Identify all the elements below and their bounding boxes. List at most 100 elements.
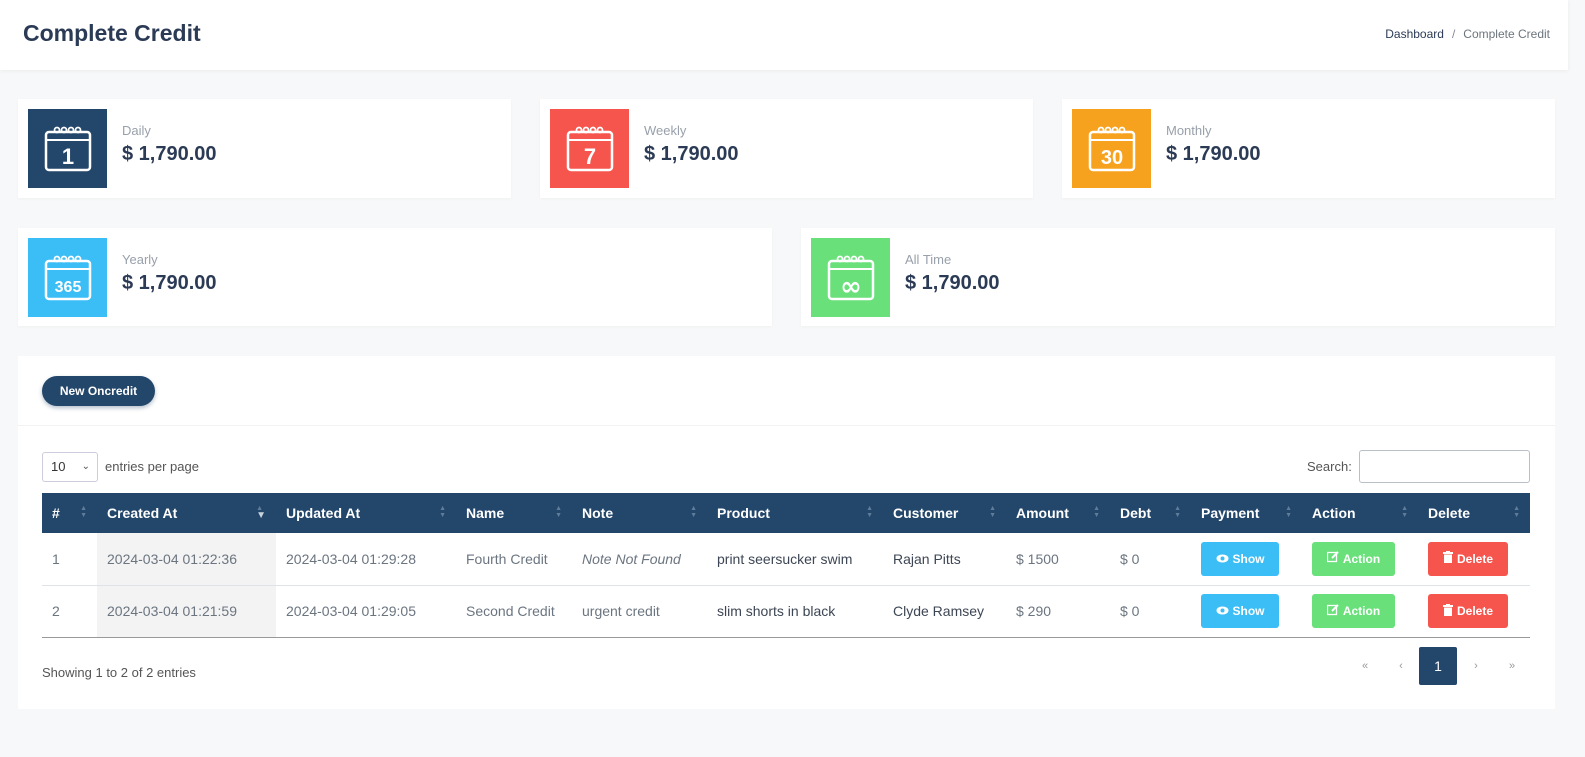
column-header-created-at[interactable]: Created At ▲ ▼ (107, 505, 266, 521)
cell-debt: $ 0 (1120, 550, 1140, 567)
breadcrumb-current: Complete Credit (1463, 27, 1550, 41)
credit-table-card: New Oncredit 10 ⌄ entries per page Searc… (18, 356, 1555, 709)
calendar-365-icon: 365 (28, 238, 107, 317)
cell-note: urgent credit (582, 603, 660, 619)
stat-value-yearly: $ 1,790.00 (122, 272, 217, 294)
column-header-customer[interactable]: Customer ▲ ▼ (893, 505, 996, 521)
column-header-payment[interactable]: Payment ▲ ▼ (1201, 505, 1292, 521)
cell-delete: Delete (1418, 533, 1530, 585)
cell-name: Fourth Credit (466, 550, 548, 567)
svg-text:365: 365 (54, 279, 81, 296)
sort-icon: ▲ ▼ (439, 505, 446, 519)
sort-icon: ▲ ▼ (1093, 505, 1100, 519)
cell-updated-at: 2024-03-04 01:29:28 (286, 550, 416, 567)
cell-amount: $ 290 (1016, 603, 1052, 619)
chevron-down-icon: ⌄ (81, 461, 90, 472)
stat-label-all-time: All Time (905, 252, 952, 267)
pagination-next[interactable]: › (1474, 660, 1478, 672)
stat-card-all-time: ∞ All Time $ 1,790.00 (801, 228, 1555, 326)
pagination-page-1[interactable]: 1 (1419, 647, 1457, 685)
cell-name: Second Credit (466, 603, 555, 619)
sort-icon: ▲ ▼ (1513, 505, 1520, 519)
sort-icon: ▲ ▼ (555, 505, 562, 519)
eye-icon (1216, 552, 1229, 566)
cell-customer: Clyde Ramsey (893, 603, 985, 619)
stat-card-daily: 1 Daily $ 1,790.00 (18, 99, 511, 198)
pagination-first[interactable]: « (1361, 660, 1369, 672)
show-payment-button[interactable]: Show (1201, 594, 1279, 628)
cell-action: Action (1302, 533, 1418, 585)
column-header-note[interactable]: Note ▲ ▼ (582, 505, 697, 521)
top-bar: Complete Credit Dashboard / Complete Credi… (0, 0, 1568, 70)
credit-table: # ▲ ▼ Created At ▲ ▼ Updated At ▲ ▼ Name ▲ ▼ Not… (42, 493, 1530, 638)
cell-product: slim shorts in black (717, 603, 836, 619)
show-payment-button[interactable]: Show (1201, 541, 1279, 576)
cell-number: 1 (52, 550, 60, 567)
sort-icon: ▲ ▼ (1285, 505, 1292, 519)
svg-text:1: 1 (61, 144, 73, 169)
stat-value-monthly: $ 1,790.00 (1166, 143, 1261, 165)
cell-updated-at: 2024-03-04 01:29:05 (286, 603, 416, 619)
svg-text:30: 30 (1100, 147, 1122, 169)
trash-icon (1442, 603, 1453, 619)
pagination-last[interactable]: » (1508, 660, 1516, 672)
action-button[interactable]: Action (1312, 594, 1395, 628)
sort-icon: ▲ ▼ (1401, 505, 1408, 519)
cell-action: Action (1302, 585, 1418, 637)
entries-per-page-select[interactable]: 10 ⌄ (42, 452, 98, 482)
sort-icon: ▲ ▼ (989, 505, 996, 519)
column-header-delete[interactable]: Delete ▲ ▼ (1428, 505, 1520, 521)
table-row: 1 2024-03-04 01:22:36 2024-03-04 01:29:2… (42, 533, 1530, 585)
svg-text:∞: ∞ (840, 272, 862, 302)
delete-button[interactable]: Delete (1428, 541, 1508, 576)
new-oncredit-button[interactable]: New Oncredit (42, 376, 155, 406)
column-header-updated-at[interactable]: Updated At ▲ ▼ (286, 505, 446, 521)
breadcrumb-separator: / (1451, 27, 1456, 41)
sort-icon: ▲ ▼ (80, 505, 87, 519)
cell-customer: Rajan Pitts (893, 550, 961, 567)
column-header-name[interactable]: Name ▲ ▼ (466, 505, 562, 521)
cell-amount: $ 1500 (1016, 550, 1059, 567)
calendar-infinity-icon: ∞ (811, 238, 890, 317)
sort-icon: ▲ ▼ (690, 505, 697, 519)
cell-number: 2 (52, 603, 60, 619)
breadcrumb-dashboard[interactable]: Dashboard (1385, 27, 1444, 41)
page-title: Complete Credit (23, 20, 201, 46)
cell-debt: $ 0 (1120, 603, 1140, 619)
cell-created-at: 2024-03-04 01:21:59 (97, 585, 276, 637)
cell-delete: Delete (1418, 585, 1530, 637)
stat-label-monthly: Monthly (1166, 123, 1212, 138)
svg-text:7: 7 (583, 144, 595, 169)
card-divider (18, 425, 1555, 426)
column-header-amount[interactable]: Amount ▲ ▼ (1016, 505, 1100, 521)
sort-desc-icon: ▲ ▼ (256, 505, 266, 521)
stat-value-weekly: $ 1,790.00 (644, 143, 739, 165)
column-header-action[interactable]: Action ▲ ▼ (1312, 505, 1408, 521)
pagination-prev[interactable]: ‹ (1399, 660, 1403, 672)
calendar-7-icon: 7 (550, 109, 629, 188)
edit-icon (1326, 603, 1339, 619)
action-button[interactable]: Action (1312, 541, 1395, 576)
stat-card-monthly: 30 Monthly $ 1,790.00 (1062, 99, 1555, 198)
entries-per-page-value: 10 (51, 459, 66, 474)
cell-payment: Show (1191, 533, 1302, 585)
cell-created-at: 2024-03-04 01:22:36 (97, 533, 276, 585)
stat-label-weekly: Weekly (644, 123, 687, 138)
column-header-debt[interactable]: Debt ▲ ▼ (1120, 505, 1181, 521)
entries-per-page-label: entries per page (105, 459, 199, 474)
stat-label-yearly: Yearly (122, 252, 158, 267)
cell-note: Note Not Found (582, 550, 681, 567)
column-header-product[interactable]: Product ▲ ▼ (717, 505, 873, 521)
edit-icon (1326, 551, 1339, 566)
column-header-number[interactable]: # ▲ ▼ (52, 505, 87, 521)
search-input[interactable] (1359, 450, 1530, 483)
showing-entries-text: Showing 1 to 2 of 2 entries (42, 665, 196, 680)
delete-button[interactable]: Delete (1428, 594, 1508, 628)
stat-card-weekly: 7 Weekly $ 1,790.00 (540, 99, 1033, 198)
trash-icon (1442, 551, 1453, 566)
eye-icon (1216, 604, 1229, 618)
stat-value-daily: $ 1,790.00 (122, 143, 217, 165)
stat-label-daily: Daily (122, 123, 151, 138)
sort-icon: ▲ ▼ (1174, 505, 1181, 519)
cell-payment: Show (1191, 585, 1302, 637)
